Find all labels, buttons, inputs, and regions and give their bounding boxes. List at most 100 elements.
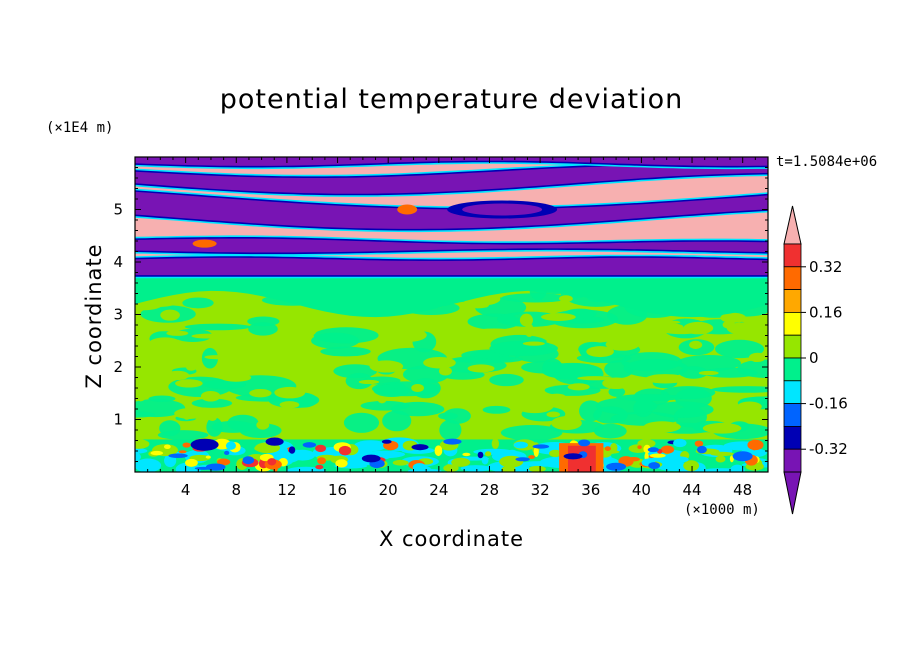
green-patch [154, 357, 182, 368]
y-tick-label: 1 [113, 411, 123, 429]
green-patch [191, 333, 224, 339]
green-patch [140, 298, 177, 308]
warm-patch [315, 464, 324, 470]
cool-patch [481, 456, 489, 465]
teal-patch [500, 425, 563, 441]
cool-patch [168, 453, 188, 458]
teal-patch [410, 378, 441, 399]
green-patch [165, 370, 190, 381]
teal-patch [402, 365, 450, 384]
cool-patch [265, 437, 284, 446]
warm-patch [533, 446, 539, 458]
green-patch [501, 465, 516, 472]
warm-patch [150, 450, 163, 456]
colorbar-box [783, 380, 802, 404]
y-tick-label: 3 [113, 306, 123, 324]
warm-patch [649, 453, 666, 458]
x-tick-label: 28 [480, 481, 499, 499]
colorbar-label: -0.32 [809, 440, 848, 458]
green-patch [522, 341, 545, 346]
cyan-patch [354, 440, 387, 452]
green-patch [551, 416, 582, 430]
cool-patch [288, 446, 296, 454]
green-patch [136, 392, 146, 402]
teal-patch [608, 386, 626, 397]
cool-patch [563, 453, 583, 460]
cool-patch [578, 439, 591, 447]
cyan-patch [290, 449, 316, 461]
green-patch [528, 465, 546, 472]
cool-patch [732, 451, 753, 462]
green-patch [702, 422, 742, 434]
green-patch [577, 376, 613, 381]
warm-patch [528, 455, 535, 459]
teal-patch [650, 401, 714, 418]
warm-patch [163, 444, 171, 449]
x-tick-label: 40 [632, 481, 651, 499]
teal-patch [182, 297, 214, 309]
warm-patch [338, 445, 352, 456]
green-patch [445, 464, 453, 472]
colorbar: 0.32 0.16 0 -0.16 -0.32 [783, 205, 848, 515]
colorbar-box [783, 311, 802, 336]
green-patch [148, 337, 182, 350]
cool-patch [477, 451, 484, 459]
colorbar-box [783, 448, 802, 473]
teal-patch [345, 372, 373, 390]
teal-patch [438, 412, 458, 420]
green-patch [515, 399, 554, 414]
green-patch [519, 313, 533, 327]
green-patch [720, 312, 747, 323]
teal-patch [343, 412, 380, 433]
cyan-patch [135, 458, 162, 472]
green-patch [303, 322, 318, 336]
teal-patch [148, 395, 176, 402]
colorbar-box [783, 266, 802, 290]
teal-patch [593, 423, 627, 439]
colorbar-box [783, 357, 802, 382]
warm-patch [462, 452, 471, 457]
warm-patch [637, 445, 642, 450]
green-patch [160, 309, 180, 321]
green-patch [390, 328, 427, 342]
green-patch [300, 362, 334, 374]
teal-patch [320, 346, 371, 357]
cool-patch [513, 441, 528, 449]
warm-edge [397, 204, 418, 215]
teal-patch [490, 334, 549, 354]
x-tick-label: 12 [277, 481, 296, 499]
teal-patch [621, 352, 682, 372]
green-patch [386, 330, 396, 338]
green-patch [602, 377, 631, 390]
green-patch [605, 338, 640, 351]
green-patch [207, 411, 218, 422]
green-patch [643, 421, 681, 433]
warm-patch [178, 450, 187, 454]
purple-layer [135, 238, 768, 253]
x-tick-label: 16 [328, 481, 347, 499]
teal-patch [489, 373, 524, 387]
green-patch [254, 444, 276, 453]
green-patch [141, 325, 181, 332]
green-patch [279, 401, 300, 409]
x-axis-unit: (×1000 m) [684, 502, 760, 518]
x-tick-label: 8 [232, 481, 242, 499]
green-patch [423, 356, 456, 369]
cyan-patch [729, 464, 745, 472]
green-patch [446, 335, 475, 345]
contour-field [135, 157, 768, 472]
colorbar-box [783, 334, 802, 359]
green-patch [392, 459, 409, 466]
y-tick-label: 2 [113, 358, 123, 376]
warm-patch [627, 456, 640, 462]
warm-patch [604, 446, 611, 451]
green-patch [210, 409, 232, 415]
cool-patch [670, 456, 689, 463]
x-tick-label: 4 [181, 481, 191, 499]
warm-patch [660, 445, 675, 454]
green-patch [683, 321, 714, 335]
cool-patch [515, 457, 530, 462]
y-tick-label: 4 [113, 253, 123, 271]
green-patch [549, 449, 562, 458]
